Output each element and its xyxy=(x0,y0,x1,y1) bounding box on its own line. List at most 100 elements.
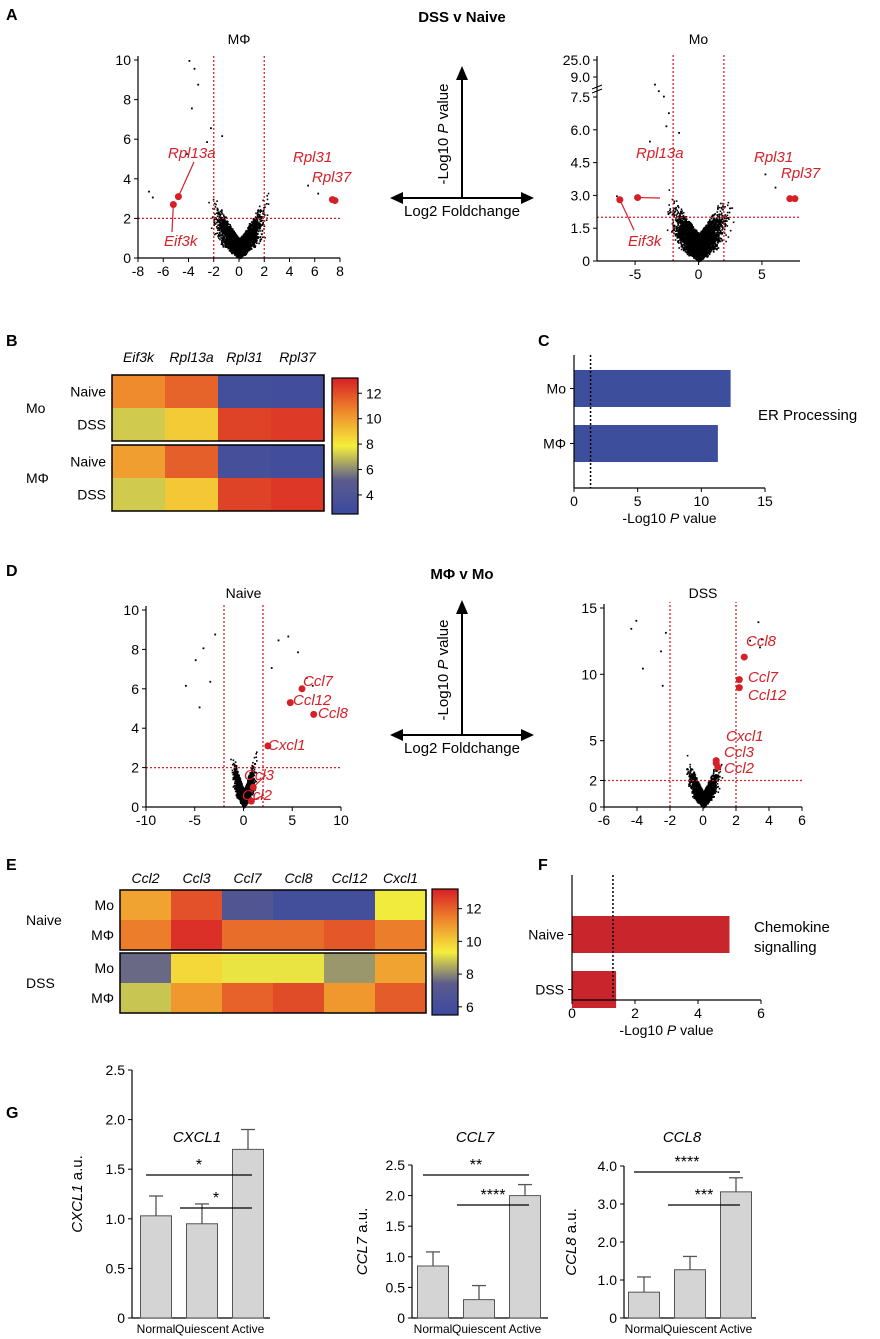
point xyxy=(216,219,219,221)
point xyxy=(240,254,243,256)
x-tick-label: -2 xyxy=(208,263,221,279)
point xyxy=(213,208,216,210)
point xyxy=(244,243,247,246)
point xyxy=(667,211,669,213)
point xyxy=(220,224,223,227)
point xyxy=(221,213,224,215)
point xyxy=(675,217,677,219)
point xyxy=(253,220,255,223)
point xyxy=(228,235,231,238)
point xyxy=(227,235,229,237)
point xyxy=(317,192,320,195)
legend-y-italic: P xyxy=(435,660,452,670)
point xyxy=(235,234,237,236)
point xyxy=(225,216,228,219)
point xyxy=(229,238,232,241)
point xyxy=(717,207,719,209)
point xyxy=(254,246,256,248)
point xyxy=(226,240,228,243)
point xyxy=(247,246,249,249)
point xyxy=(224,245,226,248)
legend-y-suffix: value xyxy=(435,84,452,124)
point xyxy=(256,223,258,226)
point xyxy=(222,235,225,237)
point xyxy=(215,226,218,228)
point xyxy=(214,206,217,208)
point xyxy=(239,244,241,246)
point xyxy=(222,244,224,247)
panel-label-e: E xyxy=(6,857,17,874)
point xyxy=(259,218,261,221)
point xyxy=(226,223,229,225)
point xyxy=(223,215,225,218)
point xyxy=(253,243,256,246)
point xyxy=(254,245,257,247)
point xyxy=(237,242,240,245)
point xyxy=(721,229,723,231)
legend-arrowhead-right xyxy=(521,192,534,204)
point xyxy=(251,242,254,245)
point xyxy=(252,219,255,221)
point xyxy=(236,246,238,249)
point xyxy=(229,242,232,245)
point xyxy=(262,222,264,224)
point xyxy=(307,184,309,187)
point xyxy=(677,206,680,209)
point xyxy=(238,245,241,248)
point xyxy=(230,228,233,230)
x-tick-label: 0 xyxy=(235,263,243,279)
point xyxy=(222,230,224,233)
point xyxy=(720,237,723,240)
point xyxy=(252,229,254,231)
point xyxy=(218,231,221,234)
point xyxy=(222,214,225,216)
point xyxy=(236,235,239,238)
panel-label-f: F xyxy=(538,857,548,874)
point xyxy=(253,234,255,237)
point xyxy=(186,153,188,155)
point xyxy=(680,248,683,251)
point xyxy=(254,236,256,238)
point xyxy=(210,127,212,130)
y-tick-label: 10 xyxy=(115,52,131,68)
point xyxy=(713,251,715,253)
point xyxy=(227,226,230,228)
point xyxy=(256,219,259,221)
point xyxy=(230,229,232,232)
point xyxy=(232,240,234,243)
point xyxy=(223,219,226,221)
point xyxy=(233,241,236,243)
point xyxy=(217,221,219,223)
point xyxy=(245,244,248,246)
point xyxy=(255,227,257,229)
point xyxy=(217,235,219,238)
point xyxy=(226,229,228,232)
point xyxy=(234,248,236,250)
point xyxy=(254,222,257,225)
point xyxy=(215,203,217,206)
point xyxy=(224,233,226,236)
point xyxy=(251,239,253,242)
point xyxy=(266,195,268,197)
point xyxy=(678,220,680,222)
point xyxy=(260,220,263,222)
point xyxy=(257,210,259,213)
point xyxy=(724,214,727,216)
point xyxy=(191,107,193,110)
point xyxy=(257,213,260,216)
point xyxy=(249,241,251,244)
point xyxy=(245,245,248,248)
point xyxy=(251,221,254,223)
point xyxy=(242,245,245,248)
point xyxy=(254,237,256,240)
point xyxy=(246,242,248,244)
point xyxy=(230,234,232,236)
point xyxy=(732,221,735,224)
point xyxy=(250,226,253,228)
point xyxy=(246,239,248,241)
point xyxy=(260,223,262,226)
point xyxy=(260,218,262,220)
point xyxy=(252,224,255,226)
point xyxy=(264,236,266,239)
point xyxy=(221,227,223,229)
